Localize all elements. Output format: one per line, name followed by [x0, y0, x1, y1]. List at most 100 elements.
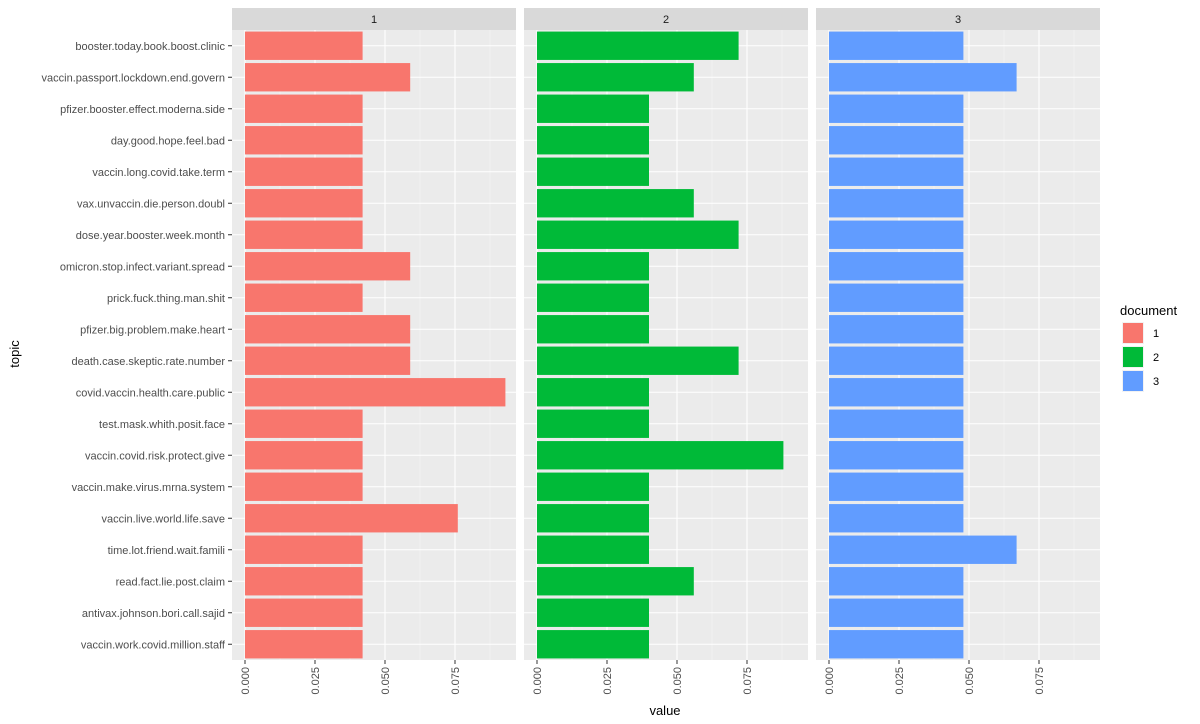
x-tick-label: 0.025 — [310, 667, 322, 695]
bar — [245, 630, 363, 659]
bar — [537, 315, 649, 344]
y-tick-label: pfizer.big.problem.make.heart — [80, 324, 225, 336]
bar — [245, 441, 363, 470]
bar — [829, 472, 964, 501]
x-tick-label: 0.075 — [742, 667, 754, 695]
bar — [537, 346, 739, 375]
bar — [829, 630, 964, 659]
bar — [245, 598, 363, 627]
bar — [245, 409, 363, 438]
y-tick-label: vaccin.work.covid.million.staff — [81, 639, 226, 651]
facet-strip-label: 2 — [663, 14, 669, 26]
x-tick-label: 0.075 — [1034, 667, 1046, 695]
facet-strip — [816, 8, 1100, 30]
bar — [537, 472, 649, 501]
facet-strip — [524, 8, 808, 30]
y-tick-label: antivax.johnson.bori.call.sajid — [82, 608, 225, 620]
x-tick-label: 0.000 — [240, 667, 252, 695]
bar — [245, 378, 506, 407]
bar — [537, 567, 694, 596]
x-tick-label: 0.050 — [380, 667, 392, 695]
y-tick-label: vaccin.live.world.life.save — [102, 513, 226, 525]
bar — [537, 31, 739, 60]
bar — [829, 315, 964, 344]
panel-background — [232, 30, 516, 660]
y-tick-label: pfizer.booster.effect.moderna.side — [60, 104, 225, 116]
bar — [537, 126, 649, 155]
bar — [245, 535, 363, 564]
bar — [829, 126, 964, 155]
facet-panel-3: 3 0.000 0.025 0.050 0.075 — [816, 8, 1100, 695]
x-tick-label: 0.075 — [450, 667, 462, 695]
bar — [245, 157, 363, 186]
bar — [245, 94, 363, 123]
x-tick-label: 0.050 — [672, 667, 684, 695]
facet-strip-label: 3 — [955, 14, 961, 26]
bar — [829, 94, 964, 123]
bar — [537, 598, 649, 627]
bar — [829, 441, 964, 470]
y-tick-label: dose.year.booster.week.month — [76, 230, 225, 242]
bar — [537, 94, 649, 123]
bar — [537, 157, 649, 186]
bar — [245, 567, 363, 596]
bar — [537, 535, 649, 564]
y-tick-label: omicron.stop.infect.variant.spread — [60, 261, 225, 273]
x-tick-label: 0.000 — [824, 667, 836, 695]
y-tick-label: test.mask.whith.posit.face — [99, 419, 225, 431]
y-tick-label: day.good.hope.feel.bad — [111, 135, 225, 147]
bar — [245, 283, 363, 312]
bar — [829, 346, 964, 375]
facets-layer: 1 0.000 0.025 0.050 0.075 2 0.000 0.025 0.050 0.0… — [232, 8, 1100, 695]
bar — [245, 126, 363, 155]
panel-background — [524, 30, 808, 660]
bar — [829, 409, 964, 438]
bar — [245, 189, 363, 218]
y-axis: booster.today.book.boost.clinic vaccin.pa… — [42, 41, 232, 651]
bar — [537, 409, 649, 438]
y-tick-label: vaccin.make.virus.mrna.system — [72, 482, 225, 494]
panel-background — [816, 30, 1100, 660]
bar — [829, 504, 964, 533]
bar — [829, 31, 964, 60]
facet-panel-2: 2 0.000 0.025 0.050 0.075 — [524, 8, 808, 695]
y-tick-label: prick.fuck.thing.man.shit — [107, 293, 225, 305]
bar — [829, 63, 1017, 92]
bar — [245, 252, 411, 281]
legend-label: 1 — [1153, 328, 1159, 340]
bar — [245, 472, 363, 501]
bar — [537, 283, 649, 312]
bar — [829, 157, 964, 186]
y-tick-label: booster.today.book.boost.clinic — [75, 41, 225, 53]
facet-strip-label: 1 — [371, 14, 377, 26]
facet-strip — [232, 8, 516, 30]
bar — [245, 504, 458, 533]
legend-label: 3 — [1153, 376, 1159, 388]
legend-key — [1123, 371, 1143, 391]
legend-title: document — [1120, 303, 1177, 318]
y-tick-label: vaccin.covid.risk.protect.give — [85, 450, 225, 462]
bar — [245, 346, 411, 375]
bar — [537, 220, 739, 249]
bar — [245, 31, 363, 60]
bar — [829, 220, 964, 249]
bar — [537, 630, 649, 659]
x-tick-label: 0.025 — [602, 667, 614, 695]
y-tick-label: vaccin.passport.lockdown.end.govern — [42, 72, 225, 84]
x-tick-label: 0.000 — [532, 667, 544, 695]
legend-key — [1123, 347, 1143, 367]
bar — [829, 598, 964, 627]
bar — [537, 441, 784, 470]
y-tick-label: read.fact.lie.post.claim — [116, 576, 225, 588]
bar — [829, 567, 964, 596]
bar — [537, 504, 649, 533]
y-tick-label: time.lot.friend.wait.famili — [108, 545, 225, 557]
x-tick-label: 0.050 — [964, 667, 976, 695]
legend: document 1 2 3 — [1120, 303, 1177, 392]
bar — [537, 63, 694, 92]
bar — [829, 252, 964, 281]
bar — [829, 283, 964, 312]
bar — [245, 63, 411, 92]
y-axis-title: topic — [7, 340, 22, 368]
bar — [829, 535, 1017, 564]
